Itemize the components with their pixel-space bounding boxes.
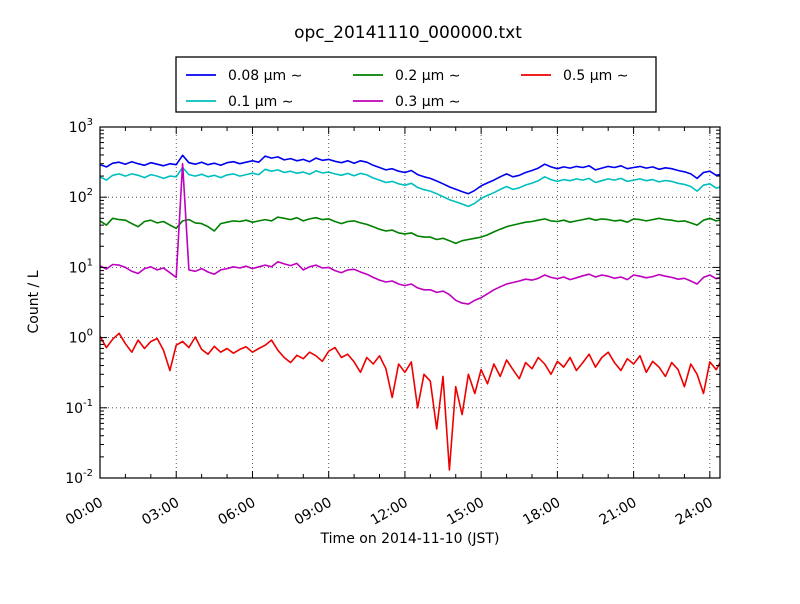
x-tick-label: 12:00 [368,495,411,529]
legend-label-0.2um: 0.2 μm ∼ [395,68,460,84]
x-tick-label: 09:00 [292,495,335,529]
x-tick-label: 21:00 [597,495,640,529]
legend-item-0.1um: 0.1 μm ∼ [186,94,293,110]
axis-ticks [99,126,720,479]
legend-label-0.1um: 0.1 μm ∼ [228,94,293,110]
y-tick-label: 101 [69,257,93,276]
legend-item-0.3um: 0.3 μm ∼ [353,94,460,110]
y-tick-label: 102 [69,187,93,206]
legend-label-0.5um: 0.5 μm ∼ [563,68,628,84]
y-tick-label: 10-2 [65,468,93,487]
x-tick-label: 00:00 [63,495,106,529]
legend-item-0.08um: 0.08 μm ∼ [186,68,302,84]
series-line-0.08um [100,154,720,195]
legend-box [175,56,657,113]
legend-item-0.2um: 0.2 μm ∼ [353,68,460,84]
legend-label-0.08um: 0.08 μm ∼ [228,68,302,84]
legend-item-0.5um: 0.5 μm ∼ [521,68,628,84]
y-tick-label: 10-1 [65,398,93,417]
plot-border [99,126,721,479]
x-tick-label: 18:00 [520,495,563,529]
x-tick-label: 06:00 [216,495,259,529]
y-tick-label: 100 [69,328,93,347]
series-line-0.1um [100,166,720,208]
legend: 0.08 μm ∼ 0.1 μm ∼ 0.2 μm ∼ 0.3 μm ∼ 0.5… [175,56,657,113]
series-line-0.3um [100,162,720,305]
series-lines [100,154,720,471]
chart-title: opc_20141110_000000.txt [294,23,522,43]
legend-label-0.3um: 0.3 μm ∼ [395,94,460,110]
x-tick-labels: 00:00 03:00 06:00 09:00 12:00 15:00 18:00 21:00… [63,495,716,529]
x-tick-label: 03:00 [139,495,182,529]
series-line-0.2um [100,216,720,245]
y-tick-label: 103 [69,117,93,136]
grid-lines [99,126,720,479]
y-tick-labels: 10-2 10-1 100 101 102 103 [65,117,93,487]
x-tick-label: 24:00 [673,495,716,529]
x-tick-label: 15:00 [444,495,487,529]
y-axis-title: Count / L [26,270,42,333]
x-axis-title: Time on 2014-11-10 (JST) [320,531,500,547]
series-line-0.5um [100,332,720,471]
